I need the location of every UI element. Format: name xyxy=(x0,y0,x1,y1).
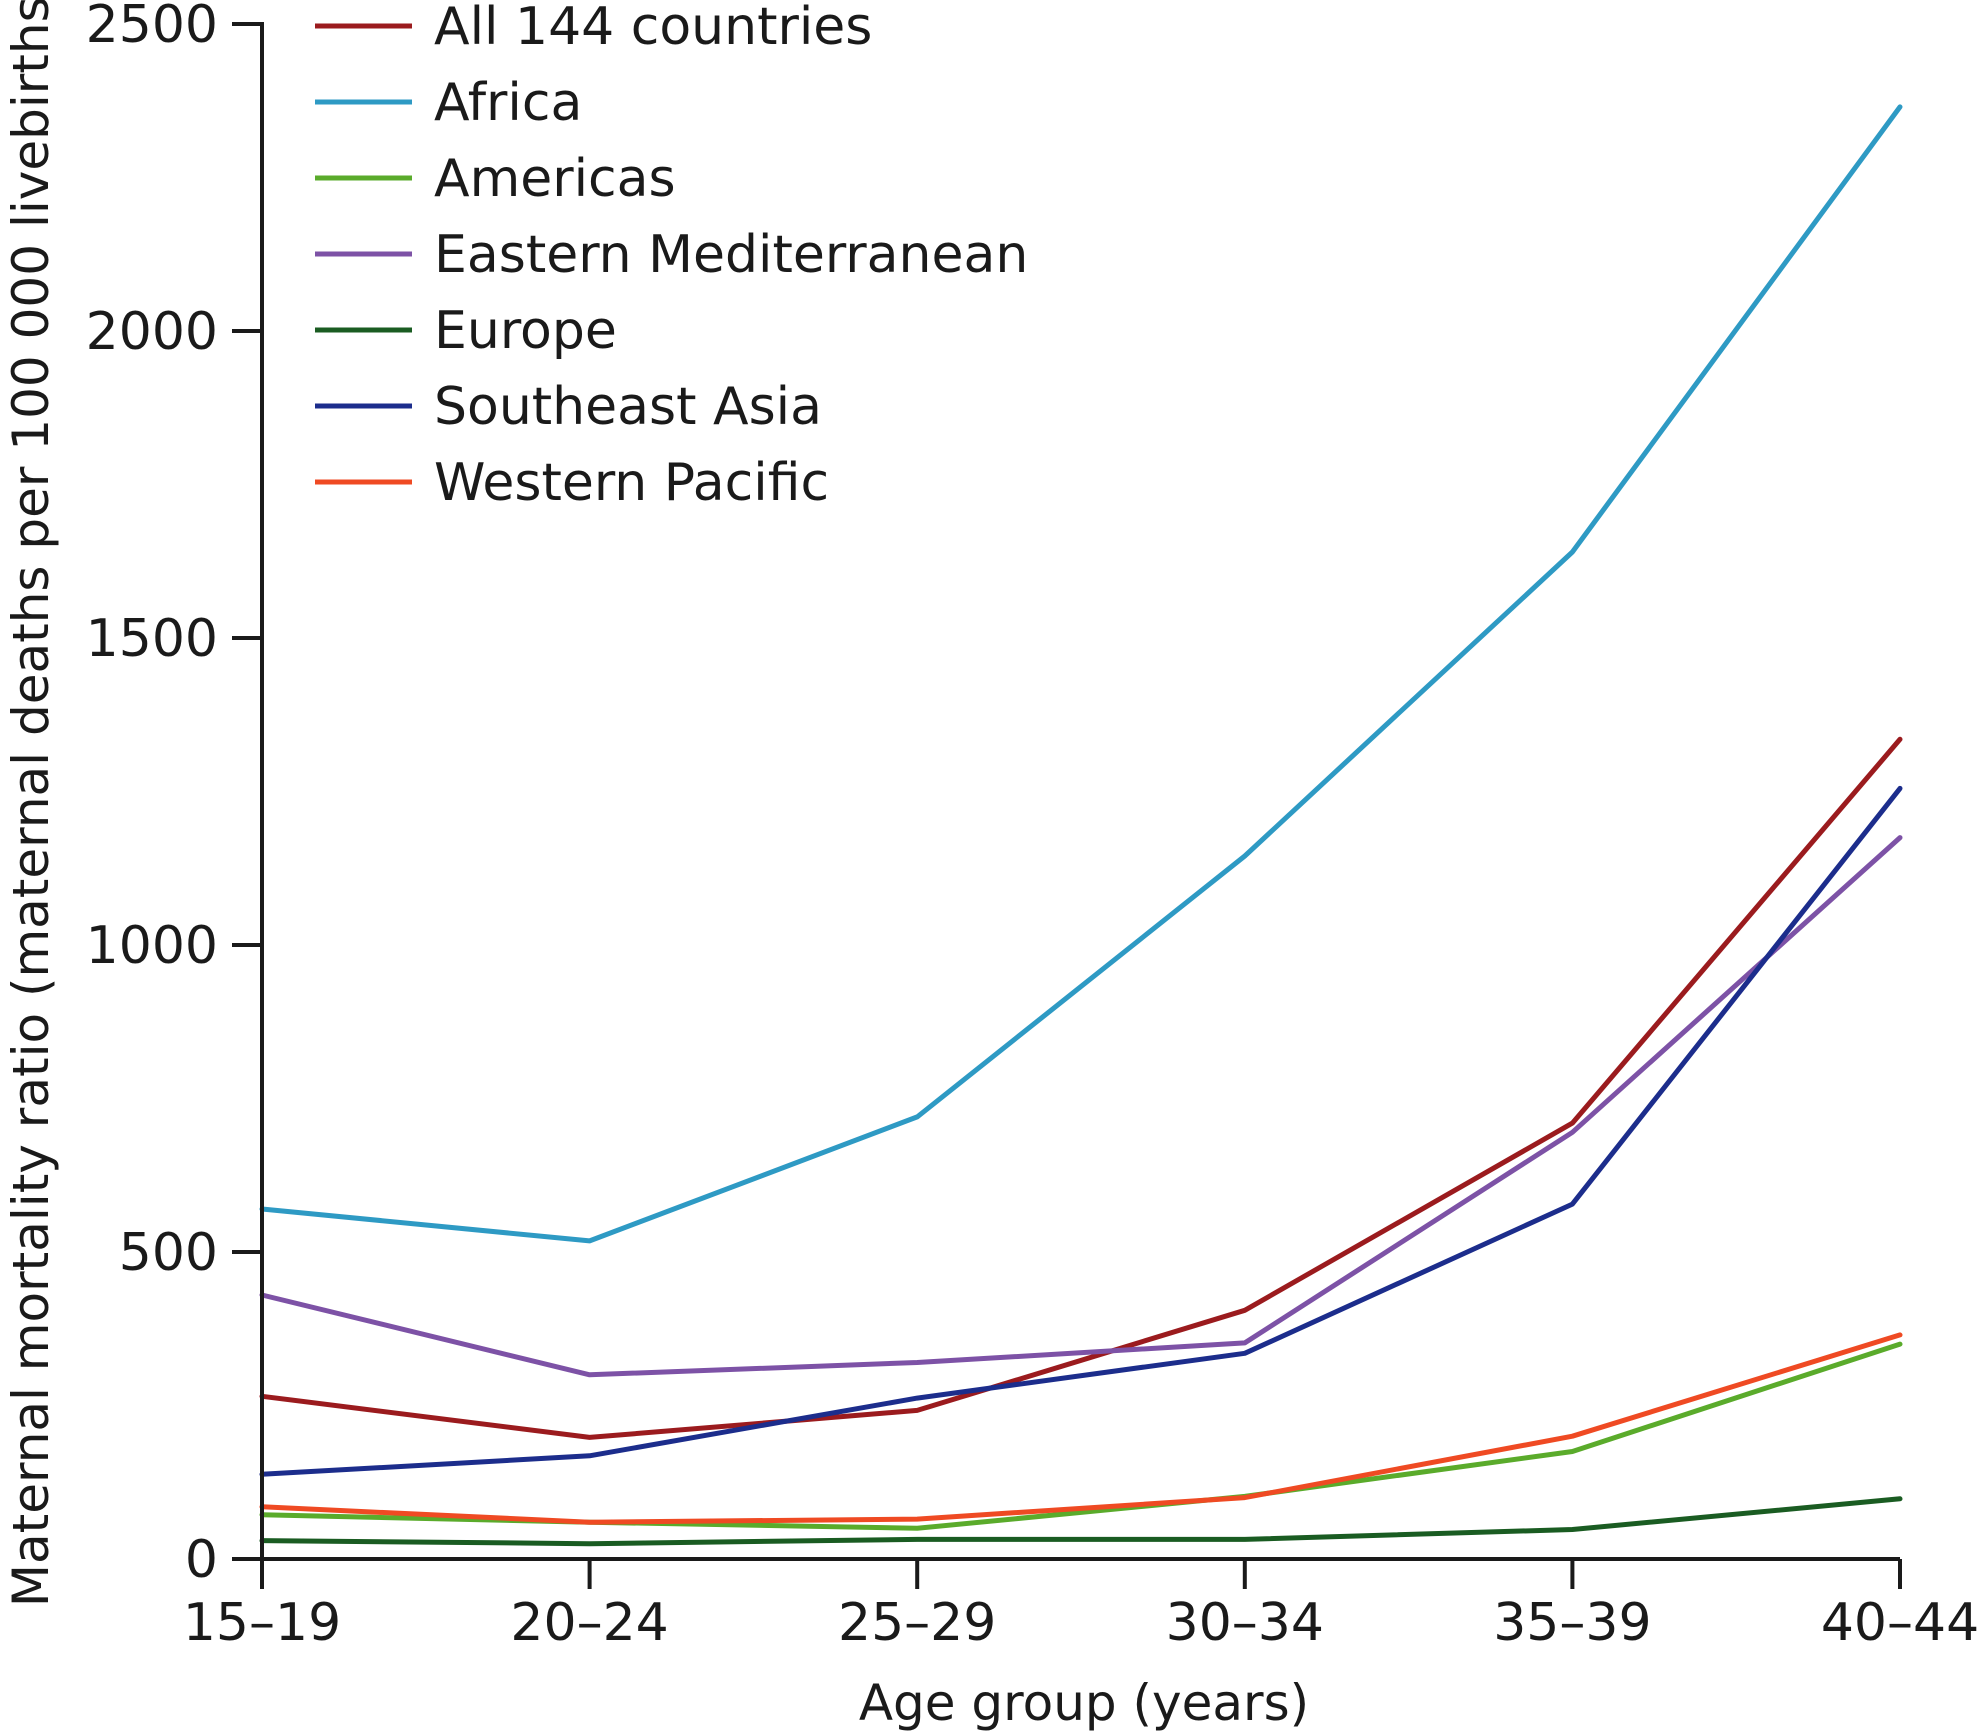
y-tick-label: 2500 xyxy=(86,0,218,55)
x-tick-label: 25–29 xyxy=(838,1593,996,1653)
x-tick-label: 20–24 xyxy=(510,1593,668,1653)
series-line-africa xyxy=(259,104,1903,1244)
y-tick-label: 2000 xyxy=(86,302,218,362)
legend-label-africa: Africa xyxy=(434,73,582,133)
legend-label-eastern-mediterranean: Eastern Mediterranean xyxy=(434,225,1028,285)
y-tick-label: 0 xyxy=(185,1530,218,1590)
y-tick-label: 500 xyxy=(119,1223,218,1283)
y-axis-title: Maternal mortality ratio (maternal death… xyxy=(2,0,60,1607)
x-tick-label: 40–44 xyxy=(1821,1593,1979,1653)
series-line-western-pacific xyxy=(259,1332,1903,1525)
x-axis-title: Age group (years) xyxy=(859,1674,1309,1732)
legend-label-western-pacific: Western Pacific xyxy=(434,453,829,513)
series-line-all-144-countries xyxy=(259,736,1903,1440)
series-line-europe xyxy=(259,1496,1903,1547)
x-tick-label: 35–39 xyxy=(1493,1593,1651,1653)
series-line-americas xyxy=(259,1341,1903,1531)
x-tick-label: 15–19 xyxy=(183,1593,341,1653)
legend: All 144 countries Africa Americas Eastern M… xyxy=(315,0,1028,513)
legend-label-all-144-countries: All 144 countries xyxy=(434,0,872,57)
x-tick-label: 30–34 xyxy=(1166,1593,1324,1653)
legend-label-europe: Europe xyxy=(434,301,617,361)
series-line-eastern-mediterranean xyxy=(259,835,1903,1378)
y-tick-label: 1000 xyxy=(86,916,218,976)
series-line-southeast-asia xyxy=(259,785,1903,1477)
series-layer xyxy=(259,104,1903,1547)
y-tick-label: 1500 xyxy=(86,609,218,669)
legend-label-americas: Americas xyxy=(434,149,676,209)
legend-label-southeast-asia: Southeast Asia xyxy=(434,377,822,437)
